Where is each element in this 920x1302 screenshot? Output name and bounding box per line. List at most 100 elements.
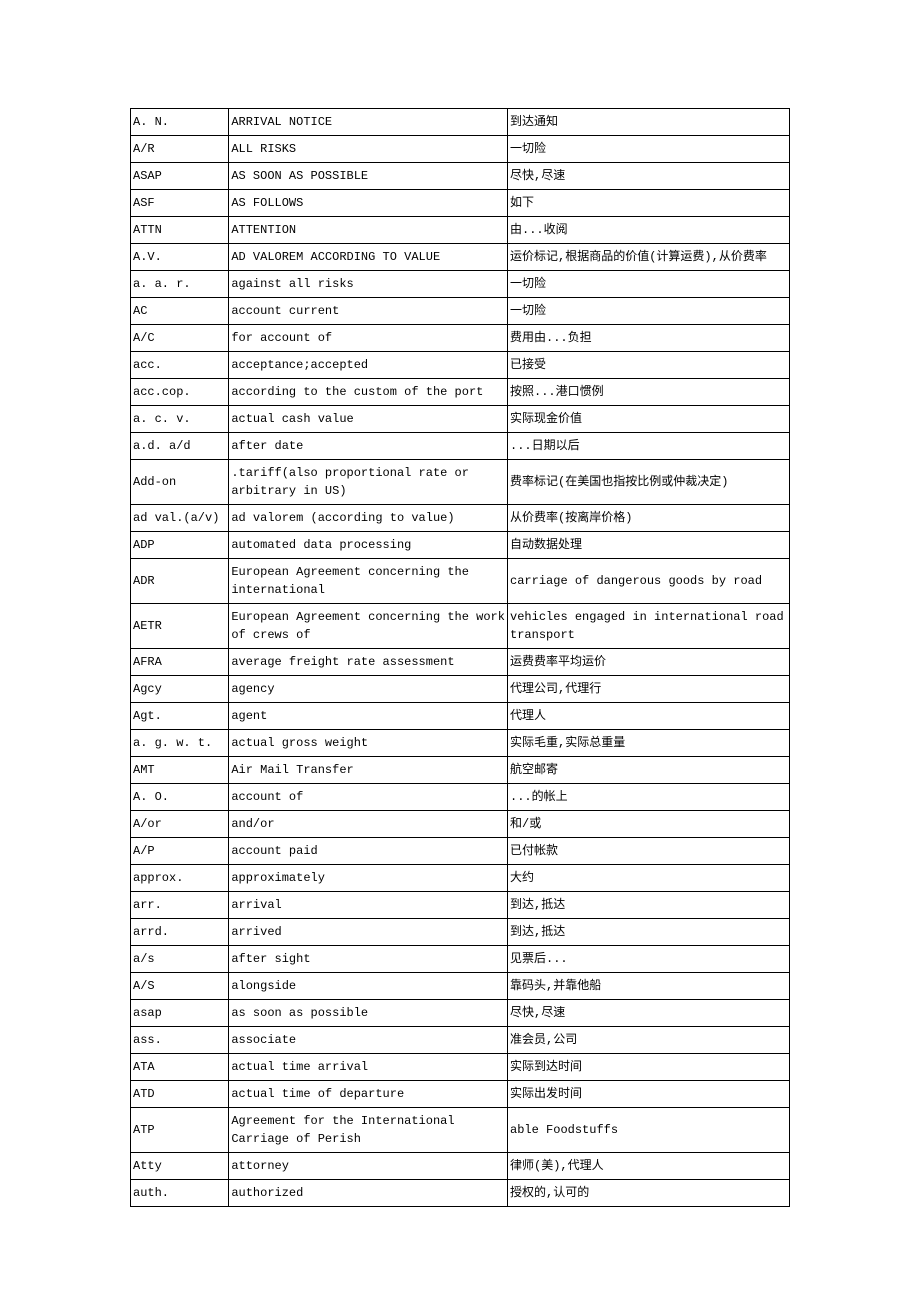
- table-cell: 靠码头,并靠他船: [508, 973, 790, 1000]
- table-cell: ...日期以后: [508, 433, 790, 460]
- table-cell: A. O.: [131, 784, 229, 811]
- table-cell: actual time arrival: [229, 1054, 508, 1081]
- table-cell: arr.: [131, 892, 229, 919]
- table-cell: associate: [229, 1027, 508, 1054]
- table-row: asapas soon as possible尽快,尽速: [131, 1000, 790, 1027]
- table-cell: able Foodstuffs: [508, 1108, 790, 1153]
- table-cell: ...的帐上: [508, 784, 790, 811]
- table-row: ACaccount current一切险: [131, 298, 790, 325]
- table-row: A/Salongside靠码头,并靠他船: [131, 973, 790, 1000]
- table-cell: AETR: [131, 604, 229, 649]
- table-row: ATDactual time of departure实际出发时间: [131, 1081, 790, 1108]
- table-row: ADPautomated data processing自动数据处理: [131, 532, 790, 559]
- table-cell: 已付帐款: [508, 838, 790, 865]
- table-cell: A.V.: [131, 244, 229, 271]
- table-cell: ATTN: [131, 217, 229, 244]
- table-cell: carriage of dangerous goods by road: [508, 559, 790, 604]
- table-cell: AS FOLLOWS: [229, 190, 508, 217]
- table-cell: actual cash value: [229, 406, 508, 433]
- table-cell: approx.: [131, 865, 229, 892]
- table-cell: 大约: [508, 865, 790, 892]
- table-cell: a. a. r.: [131, 271, 229, 298]
- table-cell: 尽快,尽速: [508, 1000, 790, 1027]
- table-row: a/safter sight见票后...: [131, 946, 790, 973]
- table-row: ad val.(a/v)ad valorem (according to val…: [131, 505, 790, 532]
- table-row: A/RALL RISKS一切险: [131, 136, 790, 163]
- table-row: Agt.agent代理人: [131, 703, 790, 730]
- table-cell: 一切险: [508, 136, 790, 163]
- table-row: Agcyagency代理公司,代理行: [131, 676, 790, 703]
- table-cell: ass.: [131, 1027, 229, 1054]
- table-cell: and/or: [229, 811, 508, 838]
- table-row: ADREuropean Agreement concerning the int…: [131, 559, 790, 604]
- table-cell: ATD: [131, 1081, 229, 1108]
- table-cell: 代理人: [508, 703, 790, 730]
- table-row: arr.arrival到达,抵达: [131, 892, 790, 919]
- table-row: ATAactual time arrival实际到达时间: [131, 1054, 790, 1081]
- table-row: ATPAgreement for the International Carri…: [131, 1108, 790, 1153]
- table-cell: 一切险: [508, 271, 790, 298]
- table-cell: AD VALOREM ACCORDING TO VALUE: [229, 244, 508, 271]
- table-cell: 如下: [508, 190, 790, 217]
- table-cell: a.d. a/d: [131, 433, 229, 460]
- table-cell: Agreement for the International Carriage…: [229, 1108, 508, 1153]
- table-cell: agent: [229, 703, 508, 730]
- table-cell: as soon as possible: [229, 1000, 508, 1027]
- table-row: ATTNATTENTION由...收阅: [131, 217, 790, 244]
- table-row: A/orand/or和/或: [131, 811, 790, 838]
- table-cell: AC: [131, 298, 229, 325]
- table-cell: 实际到达时间: [508, 1054, 790, 1081]
- table-cell: 从价费率(按离岸价格): [508, 505, 790, 532]
- table-row: a. g. w. t.actual gross weight实际毛重,实际总重量: [131, 730, 790, 757]
- table-row: AETREuropean Agreement concerning the wo…: [131, 604, 790, 649]
- table-row: a. c. v.actual cash value实际现金价值: [131, 406, 790, 433]
- table-row: A/Paccount paid已付帐款: [131, 838, 790, 865]
- table-row: a.d. a/dafter date...日期以后: [131, 433, 790, 460]
- table-cell: approximately: [229, 865, 508, 892]
- table-cell: 到达,抵达: [508, 919, 790, 946]
- table-cell: ATA: [131, 1054, 229, 1081]
- table-cell: actual time of departure: [229, 1081, 508, 1108]
- table-cell: 一切险: [508, 298, 790, 325]
- table-cell: Air Mail Transfer: [229, 757, 508, 784]
- table-cell: ad val.(a/v): [131, 505, 229, 532]
- table-cell: actual gross weight: [229, 730, 508, 757]
- table-cell: asap: [131, 1000, 229, 1027]
- table-cell: a. g. w. t.: [131, 730, 229, 757]
- table-cell: 航空邮寄: [508, 757, 790, 784]
- table-cell: ad valorem (according to value): [229, 505, 508, 532]
- table-row: ASAPAS SOON AS POSSIBLE尽快,尽速: [131, 163, 790, 190]
- table-cell: vehicles engaged in international road t…: [508, 604, 790, 649]
- table-cell: ATTENTION: [229, 217, 508, 244]
- table-cell: ATP: [131, 1108, 229, 1153]
- table-cell: 尽快,尽速: [508, 163, 790, 190]
- table-cell: Agcy: [131, 676, 229, 703]
- table-cell: arrd.: [131, 919, 229, 946]
- table-cell: 见票后...: [508, 946, 790, 973]
- table-cell: European Agreement concerning the intern…: [229, 559, 508, 604]
- table-cell: after sight: [229, 946, 508, 973]
- table-cell: Agt.: [131, 703, 229, 730]
- table-cell: a. c. v.: [131, 406, 229, 433]
- table-cell: account current: [229, 298, 508, 325]
- table-row: a. a. r.against all risks一切险: [131, 271, 790, 298]
- table-row: AFRAaverage freight rate assessment运费费率平…: [131, 649, 790, 676]
- table-cell: A/or: [131, 811, 229, 838]
- table-cell: 准会员,公司: [508, 1027, 790, 1054]
- table-cell: 自动数据处理: [508, 532, 790, 559]
- table-cell: AFRA: [131, 649, 229, 676]
- table-cell: 实际出发时间: [508, 1081, 790, 1108]
- table-cell: arrival: [229, 892, 508, 919]
- table-row: Attyattorney律师(美),代理人: [131, 1153, 790, 1180]
- table-cell: ALL RISKS: [229, 136, 508, 163]
- table-cell: after date: [229, 433, 508, 460]
- table-cell: 到达通知: [508, 109, 790, 136]
- table-cell: 费率标记(在美国也指按比例或仲裁决定): [508, 460, 790, 505]
- table-cell: authorized: [229, 1180, 508, 1207]
- table-cell: 按照...港口惯例: [508, 379, 790, 406]
- table-cell: acc.cop.: [131, 379, 229, 406]
- table-cell: 律师(美),代理人: [508, 1153, 790, 1180]
- table-cell: attorney: [229, 1153, 508, 1180]
- table-cell: 费用由...负担: [508, 325, 790, 352]
- table-cell: ADR: [131, 559, 229, 604]
